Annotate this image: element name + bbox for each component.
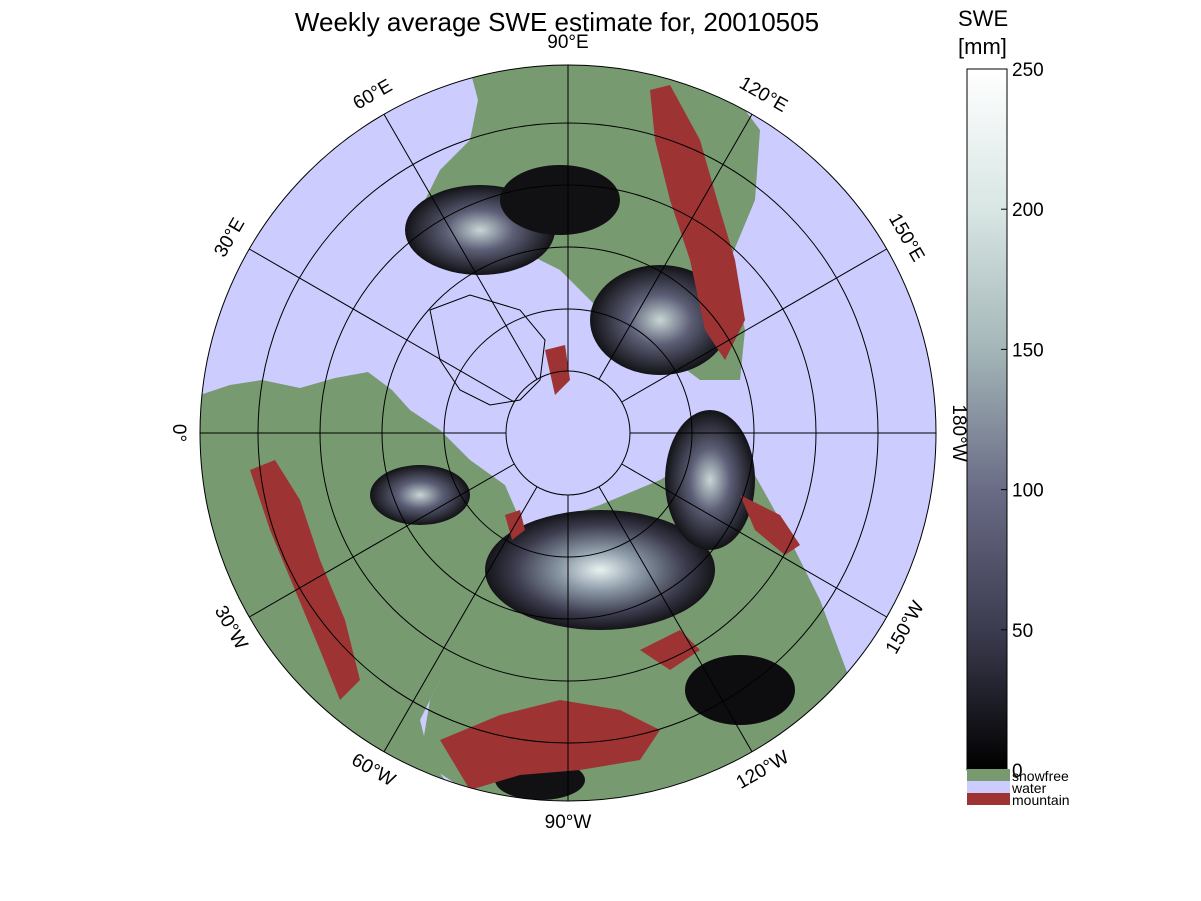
- snow-region-siberia: [485, 510, 715, 630]
- longitude-label: 90°E: [547, 32, 588, 53]
- meridian-line: [383, 486, 538, 752]
- longitude-label: 60°E: [350, 75, 396, 114]
- colorbar-tick-label: 50: [1012, 621, 1033, 642]
- legend-label-mountain: mountain: [1012, 792, 1070, 808]
- mountain-mongolia: [640, 630, 700, 670]
- meridian-line: [249, 248, 515, 403]
- legend-label-snowfree: snowfree: [1012, 768, 1069, 784]
- meridian-line: [598, 114, 753, 380]
- colorbar-tick-label: 250: [1012, 60, 1044, 81]
- colorbar-ticks: 0 50 100 150 200 250: [1001, 60, 1044, 782]
- legend-swatch-snowfree: [967, 769, 1010, 781]
- longitude-label: 0°: [168, 424, 189, 442]
- mountain-himalaya: [440, 700, 660, 790]
- meridian-line: [621, 248, 887, 403]
- snow-region-alaska: [590, 265, 730, 375]
- snow-region-east-siberia: [665, 410, 755, 550]
- mountain-alps: [250, 460, 360, 700]
- meridian-line: [249, 463, 515, 618]
- mountain-greenland-east: [545, 345, 570, 395]
- longitude-label: 30°E: [210, 215, 249, 261]
- mountain-rockies: [650, 85, 745, 360]
- mountain-east-siberia: [740, 495, 800, 555]
- longitude-label: 90°W: [545, 812, 592, 833]
- colorbar-label-swe: SWE: [958, 6, 1008, 31]
- legend-label-water: water: [1011, 780, 1047, 796]
- meridian-line: [598, 486, 753, 752]
- snow-region-central-asia: [685, 655, 795, 725]
- greenland-landmass: [429, 294, 546, 406]
- colorbar: SWE [mm] 0 50 100 150 200 250: [958, 6, 1044, 782]
- colorbar-tick-label: 100: [1012, 481, 1044, 502]
- meridian-line: [621, 463, 887, 618]
- colorbar-tick-label: 150: [1012, 340, 1044, 361]
- snow-region-scandinavia: [370, 465, 470, 525]
- colorbar-tick-label: 0: [1012, 761, 1023, 782]
- legend-swatch-mountain: [967, 793, 1010, 805]
- legend-swatch-water: [967, 781, 1010, 793]
- colorbar-gradient: [966, 68, 1008, 771]
- snow-region-hudson: [500, 165, 620, 235]
- category-legend: snowfree water mountain: [967, 768, 1070, 808]
- colorbar-label-unit: [mm]: [958, 34, 1007, 59]
- meridian-line: [383, 114, 538, 380]
- map-title: Weekly average SWE estimate for, 2001050…: [295, 7, 819, 37]
- graticule: [199, 64, 937, 802]
- longitude-label: 180°W: [948, 404, 969, 461]
- colorbar-tick-label: 200: [1012, 200, 1044, 221]
